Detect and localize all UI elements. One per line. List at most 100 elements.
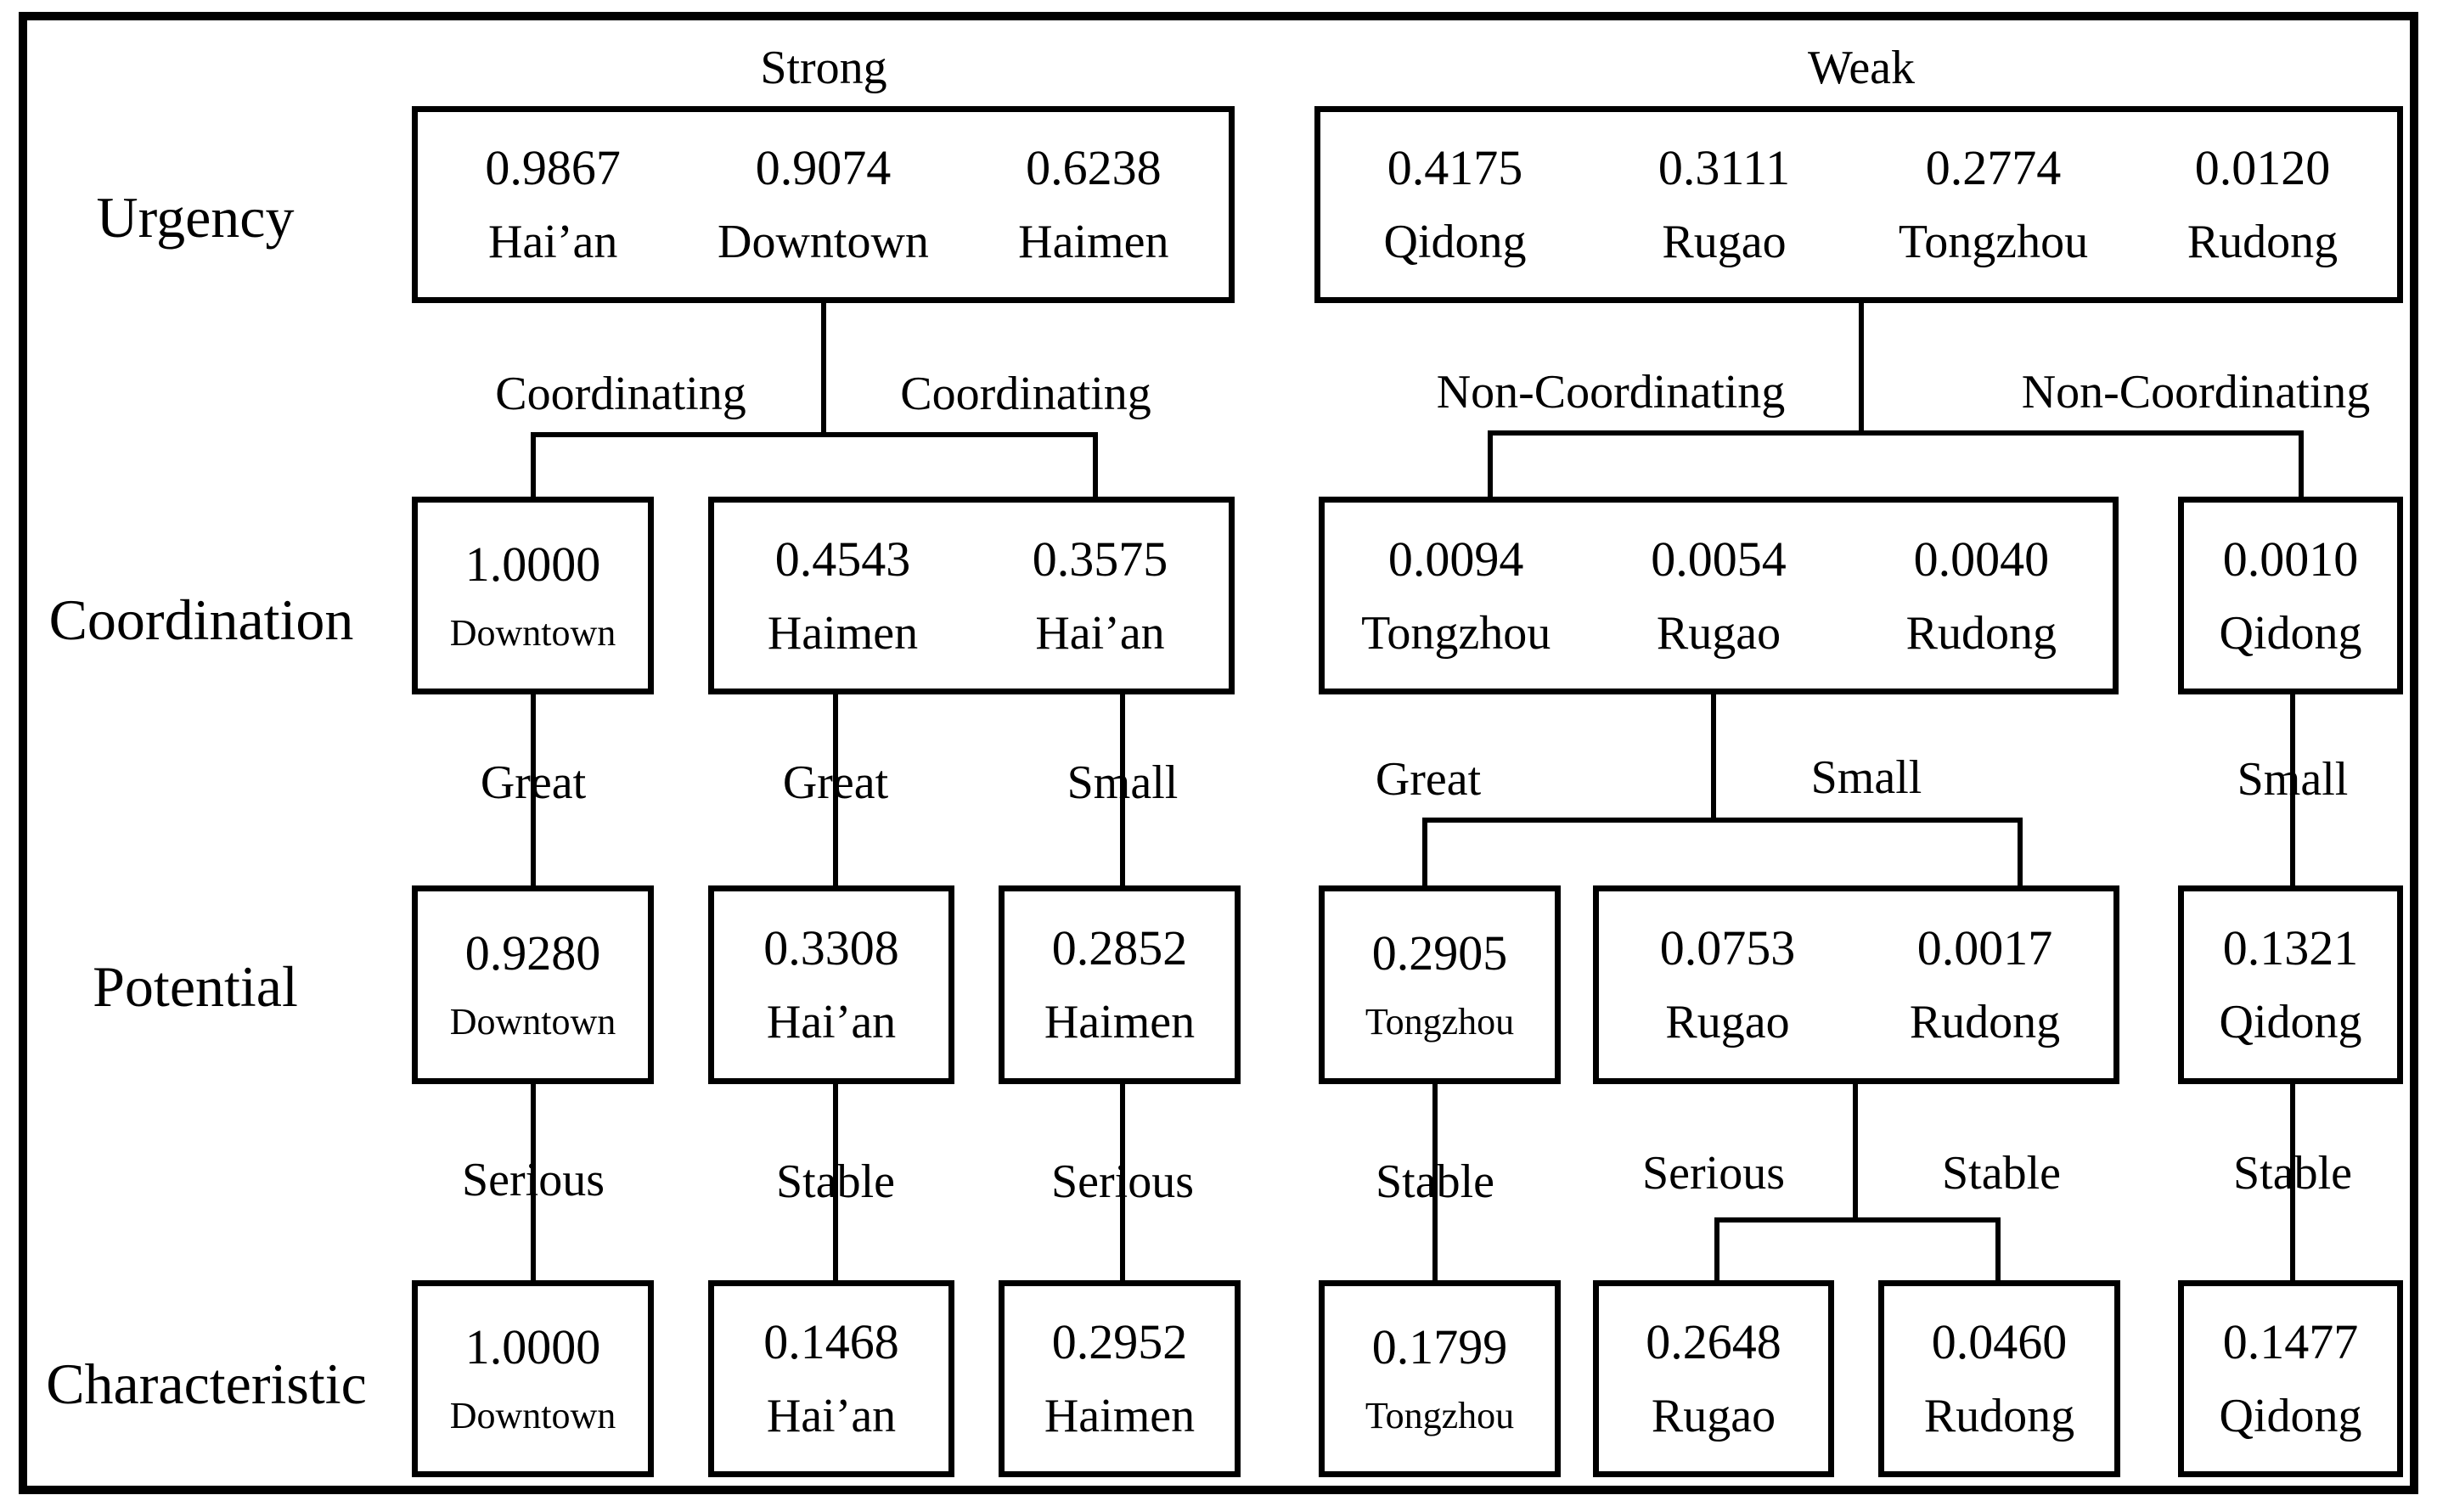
connector-line — [1714, 1217, 1719, 1284]
node-value: 0.3111 — [1657, 140, 1791, 195]
node-name: Haimen — [1018, 216, 1169, 268]
node-value: 0.9280 — [464, 925, 601, 981]
node-value: 0.1468 — [763, 1314, 899, 1369]
node-entry: 0.0010 Qidong — [2184, 503, 2397, 689]
branch-label-small: Small — [2237, 753, 2349, 806]
node-name: Hai’an — [766, 1390, 897, 1442]
branch-label-stable: Stable — [1376, 1155, 1494, 1208]
branch-label-great: Great — [1375, 753, 1482, 806]
node-name: Qidong — [2219, 996, 2362, 1048]
node-name: Downtown — [449, 611, 616, 654]
branch-label-great: Great — [782, 756, 889, 809]
node-entry: 0.9074 Downtown — [688, 112, 958, 297]
connector-line — [1995, 1217, 2001, 1284]
branch-label-serious: Serious — [462, 1154, 605, 1206]
branch-label-serious: Serious — [1642, 1147, 1785, 1200]
node-entry: 0.1477 Qidong — [2184, 1286, 2397, 1471]
connector-line — [2299, 430, 2304, 500]
branch-label-non-coordinating: Non-Coordinating — [1436, 366, 1786, 419]
potential-box-haimen: 0.2852 Haimen — [999, 885, 1241, 1084]
characteristic-box-rudong: 0.0460 Rudong — [1878, 1280, 2120, 1477]
node-value: 0.9074 — [755, 140, 892, 195]
node-name: Tongzhou — [1898, 216, 2089, 268]
node-entry: 0.0753 Rugao — [1599, 891, 1856, 1078]
connector-line — [1120, 692, 1125, 889]
characteristic-box-rugao: 0.2648 Rugao — [1593, 1280, 1834, 1477]
connector-line — [1422, 818, 1427, 889]
characteristic-box-haimen: 0.2952 Haimen — [999, 1280, 1241, 1477]
node-name: Downtown — [449, 1001, 616, 1043]
connector-line — [1488, 430, 2304, 436]
node-entry: 0.0054 Rugao — [1587, 503, 1849, 689]
urgency-box-weak: 0.4175 Qidong 0.3111 Rugao 0.2774 Tongzh… — [1314, 106, 2403, 303]
branch-label-coordinating: Coordinating — [495, 368, 746, 420]
node-value: 1.0000 — [464, 536, 601, 592]
branch-label-small: Small — [1067, 756, 1179, 809]
node-entry: 0.0120 Rudong — [2128, 112, 2397, 297]
node-name: Rugao — [1656, 606, 1781, 660]
node-value: 0.2952 — [1051, 1314, 1188, 1369]
node-value: 0.0040 — [1913, 531, 2050, 587]
urgency-box-strong: 0.9867 Hai’an 0.9074 Downtown 0.6238 Hai… — [412, 106, 1235, 303]
characteristic-box-haian: 0.1468 Hai’an — [708, 1280, 954, 1477]
node-entry: 0.0094 Tongzhou — [1325, 503, 1587, 689]
connector-line — [821, 303, 826, 437]
node-name: Rudong — [1923, 1390, 2075, 1442]
node-entry: 0.3308 Hai’an — [714, 891, 948, 1078]
node-entry: 0.9280 Downtown — [418, 891, 648, 1078]
node-name: Downtown — [718, 216, 929, 268]
node-value: 0.0054 — [1651, 531, 1787, 587]
node-name: Qidong — [2219, 606, 2362, 660]
node-name: Hai’an — [1035, 606, 1165, 660]
connector-line — [1859, 303, 1864, 436]
connector-line — [833, 692, 838, 889]
branch-label-stable: Stable — [776, 1155, 895, 1208]
connector-line — [1853, 1082, 1858, 1223]
branch-label-small: Small — [1810, 751, 1922, 804]
node-value: 0.3308 — [763, 920, 899, 975]
node-value: 0.0094 — [1387, 531, 1524, 587]
potential-box-haian: 0.3308 Hai’an — [708, 885, 954, 1084]
node-entry: 0.3575 Hai’an — [971, 503, 1229, 689]
node-value: 0.9867 — [485, 140, 621, 195]
node-entry: 0.4175 Qidong — [1320, 112, 1590, 297]
branch-label-serious: Serious — [1051, 1155, 1194, 1208]
node-name: Downtown — [449, 1395, 616, 1436]
branch-label-stable: Stable — [2233, 1147, 2352, 1200]
node-value: 0.2648 — [1646, 1314, 1781, 1369]
node-entry: 0.3111 Rugao — [1590, 112, 1859, 297]
node-entry: 1.0000 Downtown — [418, 1286, 648, 1471]
node-entry: 0.1321 Qidong — [2184, 891, 2397, 1078]
node-name: Rugao — [1662, 216, 1787, 268]
node-value: 0.4543 — [774, 531, 911, 587]
node-name: Haimen — [1044, 1390, 1196, 1442]
node-name: Tongzhou — [1365, 1001, 1515, 1043]
connector-line — [2290, 1082, 2295, 1284]
node-entry: 0.1799 Tongzhou — [1325, 1286, 1555, 1471]
top-label-strong: Strong — [760, 42, 887, 94]
branch-label-coordinating: Coordinating — [900, 368, 1151, 420]
node-name: Haimen — [767, 606, 919, 660]
node-name: Tongzhou — [1365, 1395, 1515, 1436]
node-name: Qidong — [1383, 216, 1527, 268]
connector-line — [531, 1082, 536, 1284]
connector-line — [1488, 430, 1493, 500]
node-value: 1.0000 — [464, 1319, 601, 1374]
node-value: 0.3575 — [1032, 531, 1168, 587]
connector-line — [531, 432, 536, 500]
node-name: Rugao — [1665, 996, 1790, 1048]
coordination-box-downtown: 1.0000 Downtown — [412, 497, 654, 694]
connector-line — [1714, 1217, 2001, 1223]
node-name: Tongzhou — [1361, 606, 1551, 660]
node-value: 0.1321 — [2222, 920, 2359, 975]
connector-line — [1432, 1082, 1438, 1284]
coordination-box-qidong: 0.0010 Qidong — [2178, 497, 2403, 694]
node-entry: 0.4543 Haimen — [714, 503, 971, 689]
connector-line — [833, 1082, 838, 1284]
node-value: 0.0753 — [1659, 920, 1796, 975]
node-entry: 0.6238 Haimen — [959, 112, 1229, 297]
node-name: Rudong — [1909, 996, 2061, 1048]
connector-line — [1422, 818, 2023, 823]
node-value: 0.2905 — [1371, 925, 1508, 981]
